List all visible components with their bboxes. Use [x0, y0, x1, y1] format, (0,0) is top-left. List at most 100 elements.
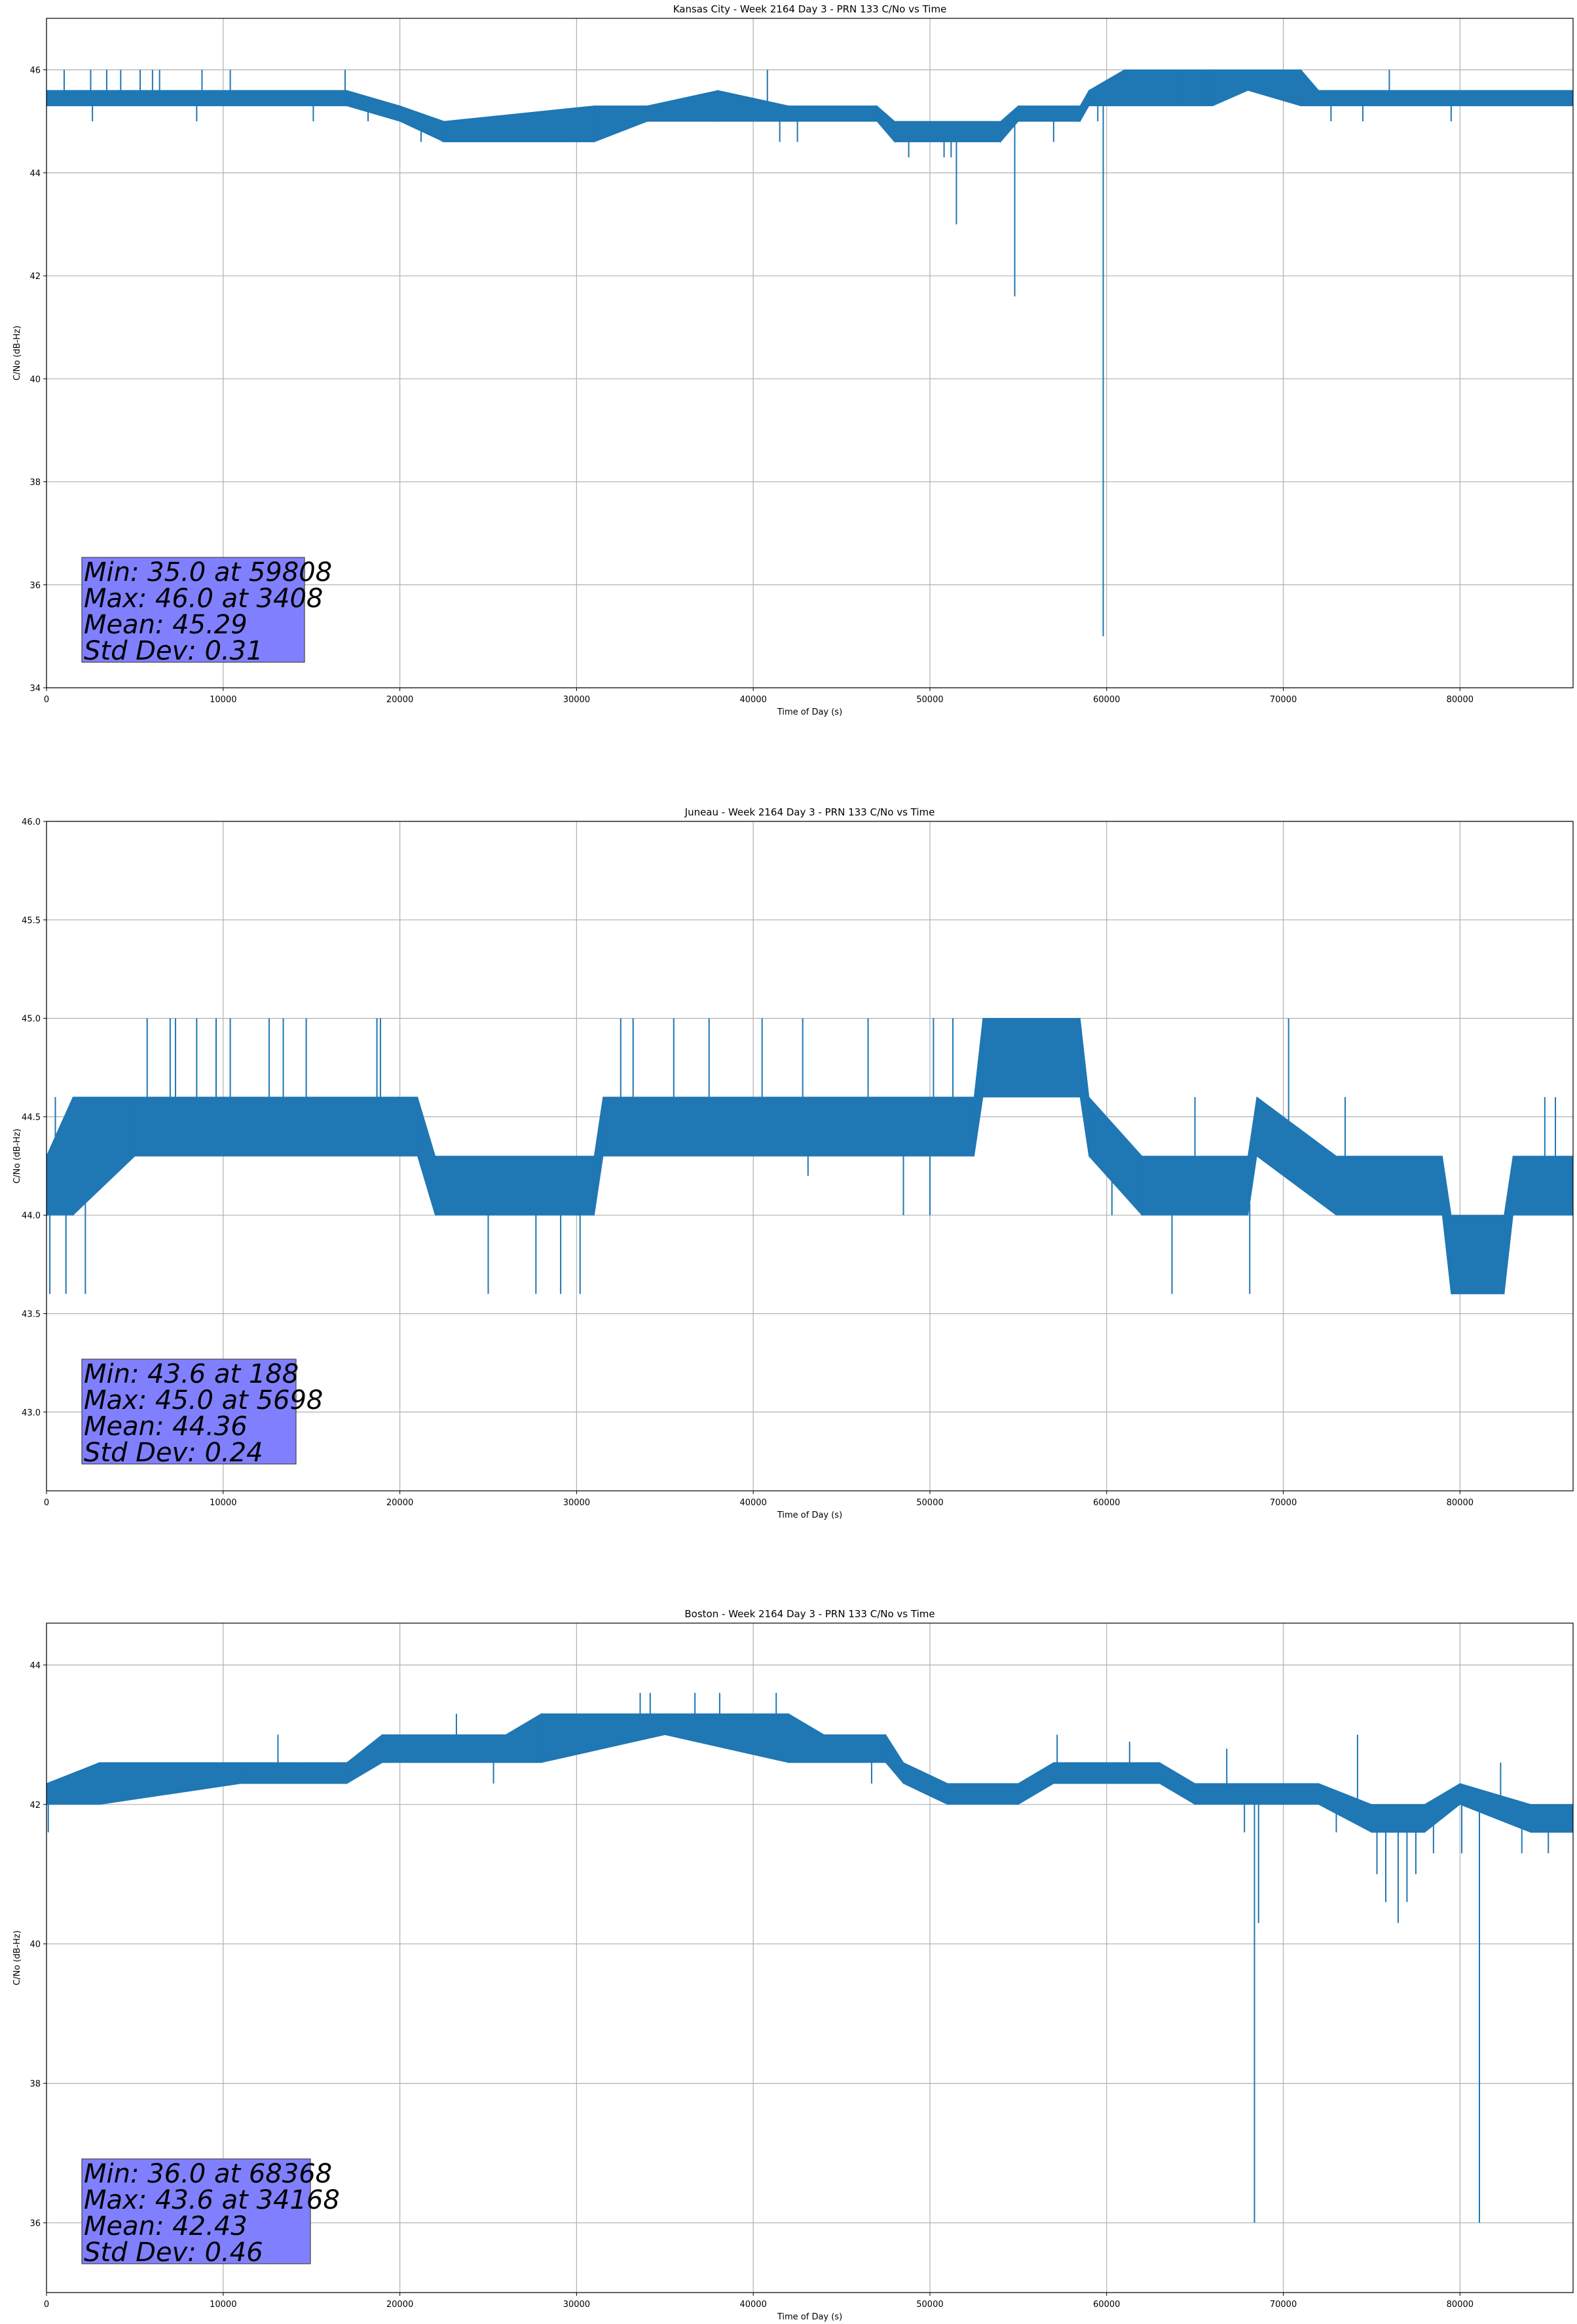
series-band-segment [1512, 1155, 1574, 1216]
series-band-segment [1318, 1783, 1372, 1833]
x-tick-label: 0 [44, 695, 49, 705]
series-band-segment [788, 105, 878, 122]
y-tick-label: 38 [29, 478, 41, 488]
y-tick-label: 43.5 [22, 1309, 41, 1319]
x-tick-label: 50000 [916, 2300, 943, 2310]
x-axis-label: Time of Day (s) [777, 2312, 842, 2322]
y-tick-label: 40 [29, 1940, 41, 1950]
series-band-segment [982, 1018, 1081, 1098]
y-tick-label: 44 [29, 169, 41, 179]
series-band-segment [72, 1096, 136, 1216]
y-tick-label: 46.0 [22, 817, 41, 827]
series-band-segment [134, 1096, 418, 1157]
series-band-segment [1079, 89, 1090, 123]
series-band-segment [876, 105, 895, 143]
series-band-segment [823, 1734, 887, 1763]
series-band-segment [1195, 1783, 1319, 1805]
stats-line: Max: 43.6 at 34168 [84, 2185, 340, 2215]
series-band-segment [1141, 1155, 1249, 1216]
x-tick-label: 10000 [210, 1498, 236, 1508]
x-tick-label: 60000 [1093, 695, 1120, 705]
x-tick-label: 30000 [563, 2300, 590, 2310]
x-tick-label: 70000 [1270, 695, 1297, 705]
x-tick-label: 10000 [210, 695, 236, 705]
series-band-segment [1530, 1804, 1574, 1833]
series-band-segment [417, 1096, 436, 1216]
series-band-segment [1000, 105, 1019, 143]
x-tick-label: 80000 [1447, 2300, 1474, 2310]
stats-line: Mean: 44.36 [84, 1412, 248, 1442]
series-band-segment [1248, 69, 1302, 107]
y-tick-label: 46 [29, 66, 41, 76]
x-tick-label: 20000 [386, 695, 413, 705]
series-band-segment [399, 105, 445, 143]
series-band-segment [240, 1762, 348, 1784]
series-band-segment [664, 1713, 789, 1763]
stats-line: Min: 36.0 at 68368 [84, 2159, 332, 2189]
x-tick-label: 10000 [210, 2300, 236, 2310]
series-band-segment [46, 1762, 100, 1805]
series-band-segment [1406, 1804, 1425, 1833]
x-tick-label: 40000 [739, 695, 766, 705]
stats-box [81, 1359, 297, 1465]
x-tick-label: 20000 [386, 2300, 413, 2310]
chart-panel-0: 0 10000 20000 30000 40000 50000 60000 70000 8000… [12, 3, 1574, 717]
chart-title: Boston - Week 2164 Day 3 - PRN 133 C/No … [684, 1608, 935, 1620]
stats-line: Min: 35.0 at 59808 [84, 557, 332, 588]
x-tick-label: 70000 [1270, 2300, 1297, 2310]
y-tick-label: 44.0 [22, 1211, 41, 1221]
x-tick-label: 50000 [916, 1498, 943, 1508]
series-band-segment [593, 105, 648, 143]
stats-line: Mean: 45.29 [84, 610, 248, 640]
series-band-segment [646, 90, 718, 122]
series-band-segment [346, 90, 401, 122]
series-band-segment [1451, 1214, 1505, 1294]
series-band-segment [1371, 1804, 1407, 1833]
x-axis-label: Time of Day (s) [777, 1510, 842, 1520]
x-tick-label: 80000 [1447, 1498, 1474, 1508]
y-tick-label: 45.5 [22, 916, 41, 926]
series-band-segment [1318, 90, 1574, 107]
stats-line: Max: 46.0 at 3408 [84, 584, 323, 614]
y-tick-label: 44.5 [22, 1113, 41, 1123]
series-band-segment [435, 1155, 595, 1216]
series-band-segment [1301, 69, 1319, 107]
stats-box [81, 557, 305, 663]
series-band-segment [382, 1734, 506, 1763]
series-band-segment [902, 1762, 948, 1805]
series-band-segment [1504, 1155, 1513, 1294]
x-tick-label: 50000 [916, 695, 943, 705]
series-band-segment [1335, 1155, 1443, 1216]
stats-line: Mean: 42.43 [84, 2211, 248, 2241]
series-band-segment [1441, 1155, 1452, 1294]
plot-frame [46, 821, 1574, 1491]
series-band-segment [603, 1096, 974, 1157]
y-axis-label: C/No (dB-Hz) [12, 326, 22, 381]
y-axis-label: C/No (dB-Hz) [12, 1930, 22, 1985]
chart-title: Juneau - Week 2164 Day 3 - PRN 133 C/No … [684, 806, 935, 818]
stats-line: Std Dev: 0.46 [84, 2238, 263, 2268]
stats-line: Min: 43.6 at 188 [84, 1359, 299, 1389]
series-band-segment [894, 121, 1001, 143]
y-tick-label: 36 [29, 2219, 41, 2229]
series-band-segment [1079, 1018, 1090, 1157]
series-band-segment [885, 1733, 904, 1785]
series-band-segment [505, 1713, 542, 1763]
y-tick-label: 43.0 [22, 1408, 41, 1418]
y-tick-label: 38 [29, 2080, 41, 2090]
series-band-segment [1018, 105, 1081, 122]
x-tick-label: 70000 [1270, 1498, 1297, 1508]
series-band-segment [1256, 1096, 1337, 1216]
series-band-segment [1053, 1762, 1160, 1784]
x-tick-label: 0 [44, 1498, 49, 1508]
series-band-segment [947, 1783, 1019, 1805]
x-tick-label: 80000 [1447, 695, 1474, 705]
x-tick-label: 40000 [739, 1498, 766, 1508]
plot-frame [46, 18, 1574, 688]
series-band-segment [1248, 1096, 1257, 1216]
series-band-segment [1018, 1762, 1054, 1805]
stats-box [81, 2158, 311, 2264]
x-axis-label: Time of Day (s) [777, 707, 842, 717]
y-tick-label: 42 [29, 272, 41, 282]
